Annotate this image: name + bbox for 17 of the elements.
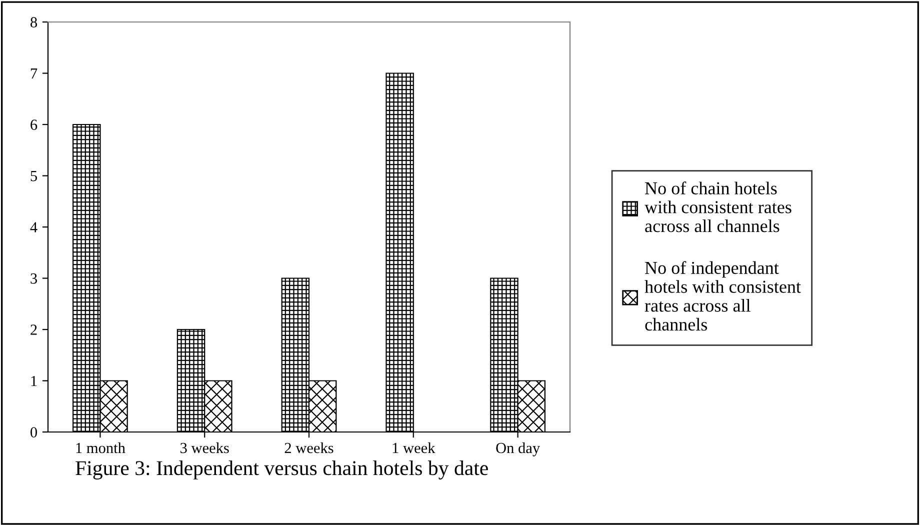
- y-tick-label: 0: [30, 427, 37, 438]
- y-tick-label: 7: [30, 68, 38, 79]
- x-tick-label: 1 week: [392, 442, 436, 454]
- y-tick-label: 3: [30, 273, 37, 284]
- y-tick-label: 4: [30, 222, 38, 232]
- y-tick-label: 8: [30, 17, 37, 28]
- y-tick-label: 2: [30, 324, 37, 335]
- caption: Figure 3: Independent versus chain hotels by date: [76, 460, 488, 480]
- y-tick-label: 1: [31, 376, 37, 386]
- y-tick-label: 6: [30, 120, 38, 130]
- legend-label: No of chain hotels with consistent rates across all channels: [644, 182, 792, 232]
- y-tick-label: 5: [30, 171, 37, 182]
- x-tick-label: 1 month: [76, 442, 126, 454]
- x-tick-label: On day: [496, 442, 540, 456]
- x-tick-label: 2 weeks: [284, 442, 334, 454]
- legend-label: No of independant hotels with consistent rates across all channels: [644, 261, 801, 331]
- x-tick-label: 3 weeks: [180, 442, 229, 454]
